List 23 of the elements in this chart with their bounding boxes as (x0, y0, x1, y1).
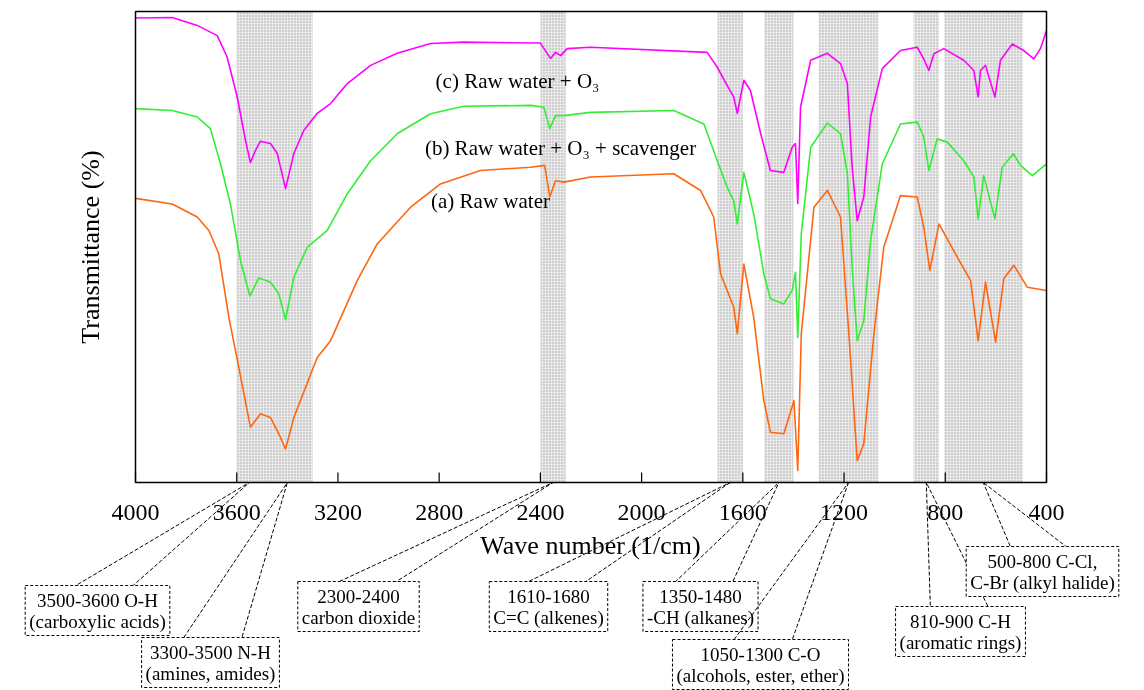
x-tick-label: 2000 (617, 499, 666, 525)
band-label: 1050-1300 C-O (alcohols, ester, ether) (676, 643, 845, 687)
series-label: (c) Raw water + O₃ (435, 68, 600, 93)
x-tick-label: 2400 (516, 499, 565, 525)
x-tick-label: 3600 (212, 499, 261, 525)
y-axis-title: Transmittance (%) (76, 150, 105, 344)
x-tick-label: 2800 (415, 499, 464, 525)
band-label: 1350-1480 -CH (alkanes) (646, 585, 755, 629)
x-tick-label: 400 (1028, 499, 1065, 525)
band-label: 500-800 C-Cl, C-Br (alkyl halide) (970, 550, 1115, 594)
x-tick-label: 4000 (111, 499, 160, 525)
x-tick-label: 1200 (820, 499, 869, 525)
band-label: 1610-1680 C=C (alkenes) (493, 585, 604, 629)
x-tick-label: 800 (927, 499, 964, 525)
x-tick-label: 3200 (313, 499, 362, 525)
band-label: 2300-2400 carbon dioxide (301, 585, 416, 628)
series-label: (b) Raw water + O₃ + scavenger (424, 135, 697, 160)
series-label: (a) Raw water (431, 188, 550, 213)
x-axis-title: Wave number (1/cm) (480, 531, 701, 560)
band-label: 810-900 C-H (aromatic rings) (899, 610, 1022, 654)
band-label: 3300-3500 N-H (amines, amides) (145, 641, 276, 685)
x-tick-label: 1600 (718, 499, 767, 525)
band-label: 3500-3600 O-H (carboxylic acids) (29, 589, 166, 633)
